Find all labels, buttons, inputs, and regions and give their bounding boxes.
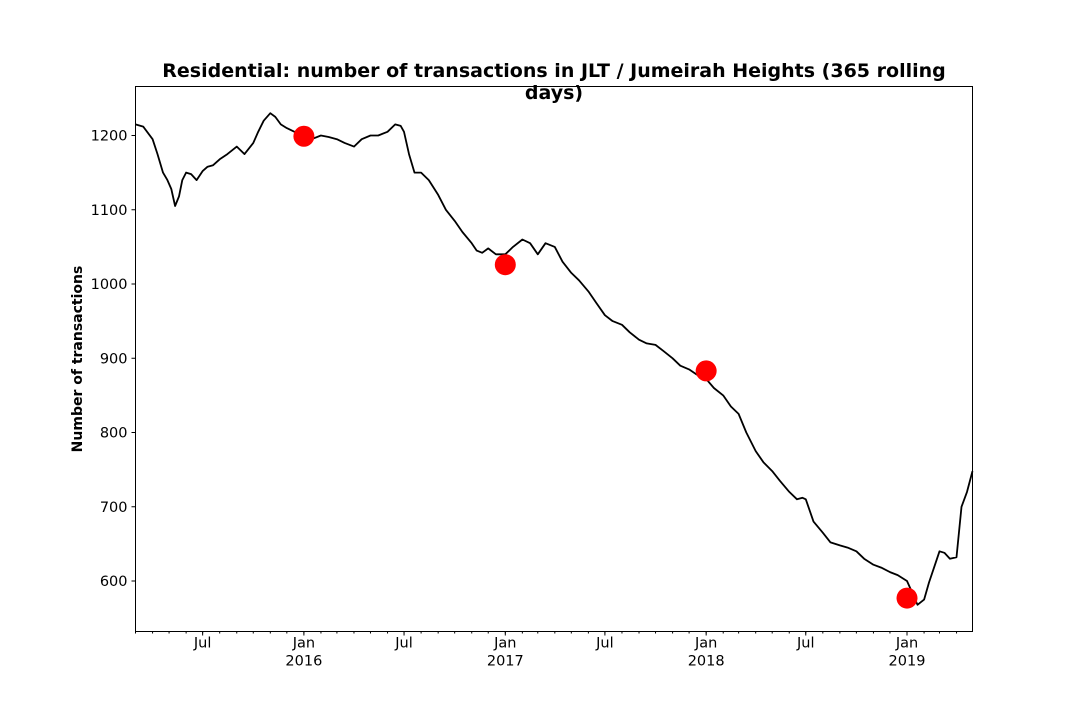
x-tick-label: Jan: [895, 636, 918, 652]
marker-point: [494, 254, 516, 276]
y-tick-label: 800: [100, 426, 128, 442]
plot-frame: [135, 86, 973, 632]
chart-title: Residential: number of transactions in J…: [162, 60, 946, 104]
x-tick-label: Jul: [595, 636, 614, 652]
marker-point: [896, 587, 918, 609]
x-tick-label: Jan: [493, 636, 516, 652]
x-tick-year-label: 2019: [889, 654, 926, 670]
x-tick-label: Jan: [292, 636, 315, 652]
x-tick-label: Jan: [694, 636, 717, 652]
x-tick-label: Jul: [796, 636, 815, 652]
y-tick-label: 1200: [91, 129, 128, 145]
x-tick-year-label: 2016: [285, 654, 322, 670]
axis-ticks: 600 700 800 900 1000 1100 1200 Jul Jan 2016 Jul Jan…: [91, 129, 958, 670]
x-tick-year-label: 2018: [688, 654, 725, 670]
series-line: [135, 112, 974, 606]
y-tick-label: 1100: [91, 203, 128, 219]
marker-point: [293, 125, 315, 147]
x-tick-label: Jul: [193, 636, 212, 652]
y-tick-label: 600: [100, 574, 128, 590]
y-tick-label: 700: [100, 500, 128, 516]
y-tick-label: 900: [100, 351, 128, 367]
y-tick-label: 1000: [91, 277, 128, 293]
x-tick-year-label: 2017: [487, 654, 524, 670]
plot-area: [135, 112, 974, 609]
x-tick-label: Jul: [394, 636, 413, 652]
marker-point: [695, 360, 717, 382]
